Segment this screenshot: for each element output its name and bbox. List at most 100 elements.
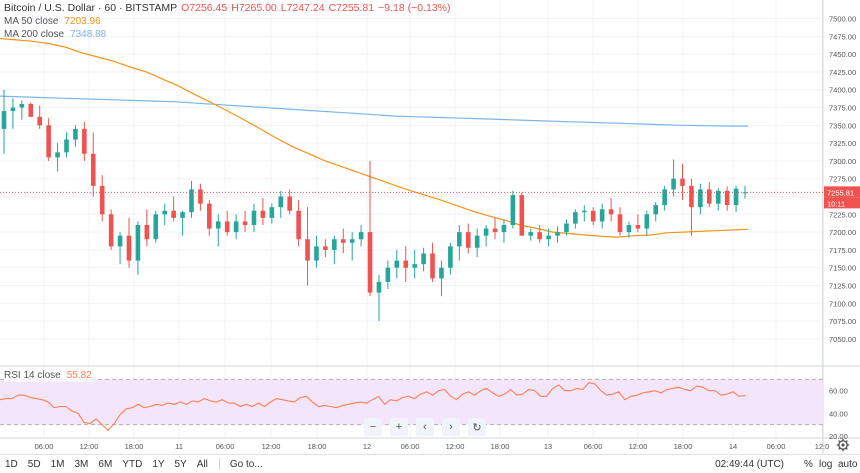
candle-body	[126, 235, 132, 261]
candle-body	[99, 185, 105, 215]
timeframe-1d[interactable]: 1D	[5, 458, 18, 470]
candle-body	[590, 210, 596, 222]
timeframe-1m[interactable]: 1M	[50, 458, 65, 470]
time-tick-label: 06:00	[767, 442, 786, 451]
candle-body	[671, 178, 676, 190]
ma50-polyline	[0, 37, 749, 238]
candle-body	[385, 267, 391, 282]
candle-body	[108, 214, 114, 247]
time-tick-label: 06:00	[216, 442, 235, 451]
ohlc-high: H7265.00	[231, 1, 277, 14]
percent-scale-toggle[interactable]: %	[804, 459, 813, 470]
candle-body	[608, 209, 614, 215]
candle-body	[367, 232, 373, 293]
candle-body	[573, 212, 578, 224]
candle-body	[73, 128, 78, 140]
candle-body	[332, 239, 337, 250]
ohlc-close: C7255.81	[328, 1, 375, 14]
scroll-left-button[interactable]: ‹	[416, 418, 434, 436]
time-tick-label: 12	[363, 442, 371, 451]
time-tick-label: 12:00	[446, 442, 465, 451]
price-tick-label: 7100.00	[829, 299, 856, 308]
candle-body	[599, 209, 605, 222]
ma200-legend[interactable]: MA 200 close 7348.88	[4, 27, 106, 41]
candle-body	[474, 235, 480, 248]
price-chart[interactable]: 7500.00 7475.00 7450.00 7425.00 7400.00 7375.…	[0, 0, 860, 454]
auto-scale-toggle[interactable]: auto	[838, 459, 858, 470]
price-tick-label: 7475.00	[829, 32, 856, 41]
price-tick-label: 7075.00	[829, 317, 856, 326]
rsi-legend[interactable]: RSI 14 close 55.82	[4, 368, 95, 382]
candle-body	[510, 195, 516, 225]
time-tick-label: 11	[175, 442, 183, 451]
price-tick-label: 7450.00	[829, 50, 856, 59]
ma200-line	[0, 95, 749, 127]
utc-clock[interactable]: 02:49:44 (UTC)	[715, 459, 784, 470]
candle-body	[394, 260, 400, 268]
zoom-in-button[interactable]: +	[390, 418, 408, 436]
goto-button[interactable]: Go to...	[229, 458, 263, 470]
candle-body	[28, 103, 34, 117]
log-scale-toggle[interactable]: log	[819, 459, 833, 470]
candle-body	[19, 103, 25, 108]
timeframe-5y[interactable]: 5Y	[174, 458, 187, 470]
candle-body	[492, 228, 498, 233]
candle-body	[689, 185, 694, 208]
candle-body	[10, 107, 16, 112]
scroll-right-button[interactable]: ›	[442, 418, 460, 436]
price-tick-label: 7175.00	[829, 246, 856, 255]
axes: 7500.00 7475.00 7450.00 7425.00 7400.00 7375.…	[35, 15, 860, 451]
candle-body	[162, 210, 167, 215]
candle-body	[501, 224, 507, 233]
candle-body	[555, 232, 560, 236]
ma50-label: MA 50 close	[4, 15, 59, 27]
candle-body	[528, 232, 534, 236]
candle-body	[207, 203, 212, 229]
toolbar-divider	[218, 458, 220, 470]
time-tick-label: 06:00	[35, 442, 54, 451]
ohlc-low: L7247.24	[280, 1, 325, 14]
rsi-pane	[0, 378, 823, 432]
reset-chart-button[interactable]: ↻	[468, 418, 486, 436]
chart-nav-buttons: − + ‹ › ↻	[364, 418, 486, 436]
time-tick-label: 12:00	[80, 442, 99, 451]
settings-gear-icon[interactable]	[836, 438, 850, 452]
ma200-polyline	[0, 95, 749, 127]
zoom-out-button[interactable]: −	[364, 418, 382, 436]
price-tick-label: 7275.00	[829, 175, 856, 184]
candle-body	[287, 196, 292, 211]
candle-body	[465, 232, 471, 248]
candle-body	[64, 139, 69, 153]
rsi-band	[0, 379, 823, 425]
candle-body	[215, 221, 221, 229]
candle-body	[269, 207, 275, 218]
candle-body	[439, 267, 444, 279]
timeframe-5d[interactable]: 5D	[27, 458, 41, 470]
timeframe-6m[interactable]: 6M	[98, 458, 113, 470]
price-tick-label: 7325.00	[829, 139, 856, 148]
candle-body	[546, 235, 551, 240]
timeframe-ytd[interactable]: YTD	[122, 458, 143, 470]
candle-body	[448, 246, 453, 268]
candle-body	[144, 224, 150, 240]
time-tick-label: 18:00	[125, 442, 144, 451]
price-tick-label: 7150.00	[829, 264, 856, 273]
timeframe-all[interactable]: All	[196, 458, 208, 470]
time-tick-label: 12:0	[815, 442, 830, 451]
rsi-tick-label: 40.00	[829, 409, 848, 418]
ma50-legend[interactable]: MA 50 close 7203.96	[4, 14, 101, 28]
candle-body	[305, 239, 310, 261]
candle-body	[82, 128, 87, 154]
timeframe-1y[interactable]: 1Y	[152, 458, 165, 470]
candle-body	[421, 253, 426, 265]
candle-body	[564, 223, 569, 233]
rsi-polyline	[0, 382, 746, 432]
countdown-tag	[824, 197, 860, 209]
candle-body	[117, 235, 123, 247]
timeframe-3m[interactable]: 3M	[74, 458, 89, 470]
candle-body	[617, 214, 623, 233]
price-tick-label: 7125.00	[829, 281, 856, 290]
candle-body	[153, 214, 159, 240]
rsi-value: 55.82	[66, 369, 92, 381]
price-tick-label: 7225.00	[829, 210, 856, 219]
